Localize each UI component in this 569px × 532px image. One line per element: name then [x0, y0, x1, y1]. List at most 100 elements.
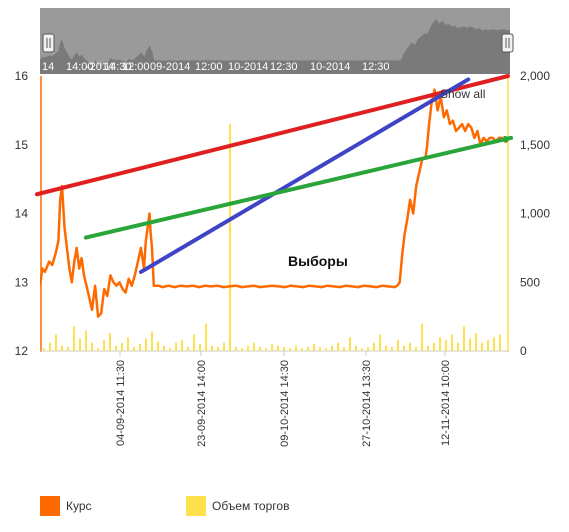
navigator-label: 14:00 [66, 61, 94, 73]
volume-bar [43, 348, 45, 352]
volume-bar [97, 348, 99, 352]
volume-bar [319, 346, 321, 351]
left-tick-label: 12 [15, 344, 29, 358]
volume-bar [325, 348, 327, 352]
legend-label-price: Курс [66, 499, 92, 513]
trend-line-green [83, 135, 514, 240]
volume-bar [139, 344, 141, 351]
navigator-series-area [40, 19, 510, 74]
volume-bar [343, 346, 345, 351]
navigator-label: -2014 [86, 61, 114, 73]
navigator-left-handle[interactable] [42, 33, 55, 53]
right-tick-label: 500 [520, 275, 540, 289]
legend-swatch-volume [186, 496, 206, 516]
volume-bar [265, 348, 267, 352]
x-tick-label: 12-11-2014 10:00 [440, 360, 452, 446]
navigator-label: 10-2014 [310, 61, 350, 73]
volume-bar [169, 348, 171, 352]
trend-line-blue [138, 77, 471, 274]
volume-bar [331, 345, 333, 351]
volume-bar [289, 348, 291, 352]
show-all-label[interactable]: Show all [440, 87, 485, 101]
volume-bar [355, 345, 357, 351]
x-tick-label: 04-09-2014 11:30 [115, 360, 127, 446]
volume-bar [223, 342, 225, 352]
volume-bar [145, 338, 147, 351]
volume-bar [277, 345, 279, 351]
left-tick-label: 15 [15, 138, 29, 152]
left-tick-label: 14 [15, 207, 29, 221]
volume-bar [253, 342, 255, 352]
volume-bar [241, 348, 243, 352]
elections-annotation: Выборы [288, 253, 348, 269]
volume-bar [469, 338, 471, 351]
volume-bar [337, 342, 339, 352]
navigator-label: 14:30 [104, 61, 132, 73]
left-tick-label: 13 [15, 275, 29, 289]
volume-series [43, 124, 501, 352]
volume-bar [181, 340, 183, 351]
volume-bar [133, 346, 135, 351]
volume-bar [157, 341, 159, 351]
navigator-label: 10-2014 [228, 61, 268, 73]
volume-bar [415, 346, 417, 351]
trend-line-green-arrow [503, 135, 513, 144]
plot-area [40, 76, 508, 352]
volume-bar [475, 333, 477, 351]
navigator-label: 12:30 [270, 61, 298, 73]
volume-bar [379, 334, 381, 351]
volume-bar [271, 344, 273, 351]
show-all-button[interactable]: Show all [440, 87, 485, 101]
x-tick-label: 27-10-2014 13:30 [361, 360, 373, 447]
right-axis-ticks: 0 500 1,000 1,500 2,000 [520, 69, 550, 358]
volume-bar [151, 331, 153, 352]
volume-bar [175, 342, 177, 352]
volume-bar [127, 337, 129, 352]
volume-bar [397, 340, 399, 351]
legend-swatch-price [40, 496, 60, 516]
volume-bar [403, 345, 405, 351]
left-tick-label: 16 [15, 69, 29, 83]
volume-bar [103, 340, 105, 351]
volume-bar [247, 345, 249, 351]
x-tick-label: 23-09-2014 14:00 [196, 360, 208, 447]
volume-bar [493, 337, 495, 352]
x-tick-label: 09-10-2014 14:30 [279, 360, 291, 447]
volume-bar [409, 342, 411, 352]
volume-bar [67, 346, 69, 351]
volume-bar [295, 345, 297, 351]
volume-bar [229, 124, 231, 351]
volume-bar [121, 342, 123, 352]
price-series-line [40, 88, 508, 318]
trend-lines [34, 74, 514, 274]
volume-bar [79, 338, 81, 351]
navigator-right-handle[interactable] [501, 33, 514, 53]
volume-bar [187, 346, 189, 351]
volume-bar [463, 326, 465, 352]
legend-item-price[interactable]: Курс [40, 496, 92, 516]
navigator-label: 12:30 [362, 61, 390, 73]
volume-bar [283, 346, 285, 351]
navigator-label: 14 [42, 61, 54, 73]
volume-bar [373, 342, 375, 352]
volume-bar [211, 345, 213, 351]
volume-bar [487, 340, 489, 351]
legend-label-volume: Объем торгов [212, 499, 290, 513]
volume-bar [451, 334, 453, 351]
volume-bar [367, 346, 369, 351]
navigator-label: 12:00 [195, 61, 223, 73]
volume-bar [313, 344, 315, 351]
volume-bar [307, 346, 309, 351]
volume-bar [481, 342, 483, 352]
right-tick-label: 1,500 [520, 138, 550, 152]
volume-bar [421, 323, 423, 351]
volume-bar [499, 334, 501, 351]
volume-bar [115, 345, 117, 351]
volume-bar [85, 330, 87, 351]
volume-bar [73, 326, 75, 352]
legend-item-volume[interactable]: Объем торгов [186, 496, 289, 516]
volume-bar [163, 345, 165, 351]
volume-bar [433, 342, 435, 352]
